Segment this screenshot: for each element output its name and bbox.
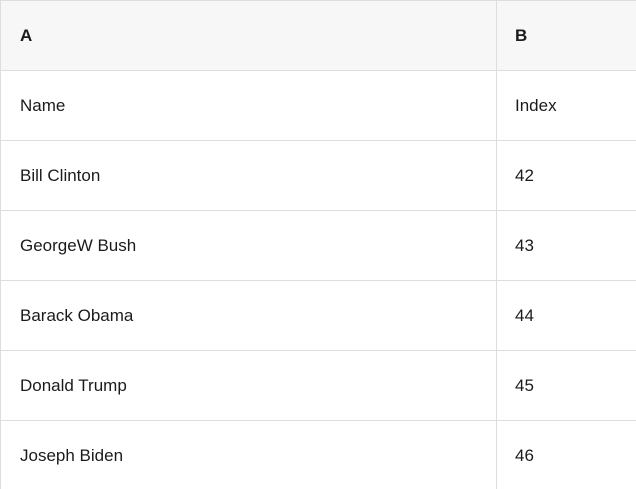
cell-a6[interactable]: Joseph Biden [1,421,497,489]
table-row: Name Index [1,71,636,141]
cell-a1[interactable]: Name [1,71,497,141]
cell-a2[interactable]: Bill Clinton [1,141,497,211]
cell-b6[interactable]: 46 [497,421,636,489]
table-row: Bill Clinton 42 [1,141,636,211]
table-row: Donald Trump 45 [1,351,636,421]
table-row: Joseph Biden 46 [1,421,636,489]
column-header-row: A B [1,1,636,71]
cell-b2[interactable]: 42 [497,141,636,211]
cell-b1[interactable]: Index [497,71,636,141]
cell-b3[interactable]: 43 [497,211,636,281]
cell-b5[interactable]: 45 [497,351,636,421]
column-header-b[interactable]: B [497,1,636,71]
column-header-a[interactable]: A [1,1,497,71]
cell-a5[interactable]: Donald Trump [1,351,497,421]
cell-a3[interactable]: GeorgeW Bush [1,211,497,281]
cell-a4[interactable]: Barack Obama [1,281,497,351]
table-row: Barack Obama 44 [1,281,636,351]
cell-b4[interactable]: 44 [497,281,636,351]
table-row: GeorgeW Bush 43 [1,211,636,281]
